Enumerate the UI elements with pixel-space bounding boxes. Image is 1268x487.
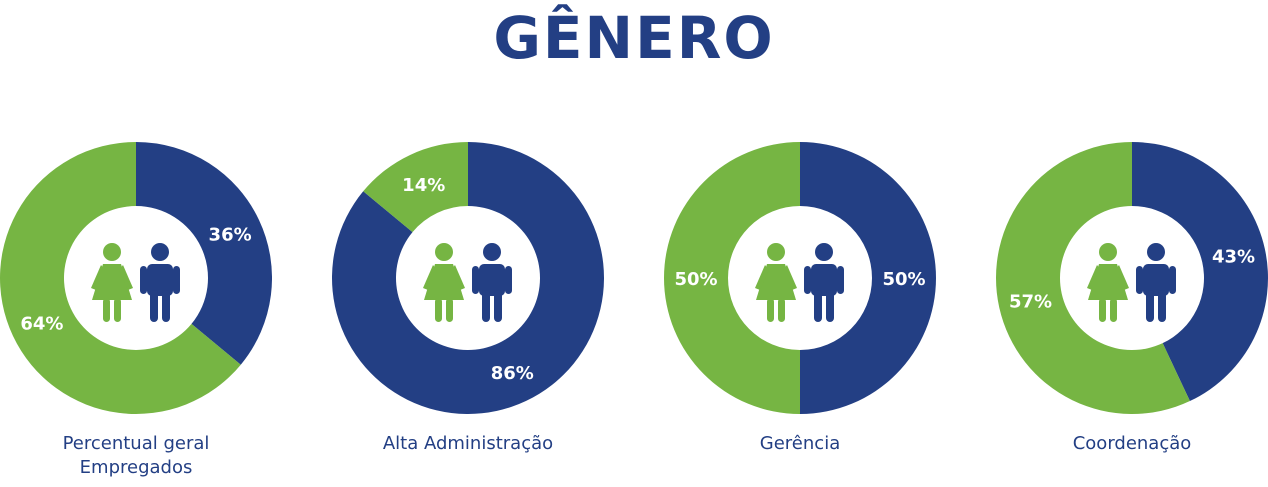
female-slice (996, 142, 1190, 414)
man-icon (472, 243, 512, 322)
male-slice (136, 142, 272, 365)
donut-svg: 43% 57% (996, 142, 1268, 414)
donut-chart: 43% 57% Coordenação (996, 142, 1268, 454)
donut-svg: 50% 50% (664, 142, 936, 414)
female-value-label: 14% (402, 175, 445, 196)
woman-icon (91, 243, 133, 322)
male-slice (800, 142, 936, 414)
caption-line: Empregados (79, 457, 193, 478)
chart-caption: Gerência (664, 432, 936, 456)
male-value-label: 50% (882, 269, 925, 290)
male-value-label: 86% (491, 363, 534, 384)
male-slice (1132, 142, 1268, 402)
chart-caption: Coordenação (996, 432, 1268, 456)
donut-chart: 36% 64% Percentual geral Empregados (0, 142, 272, 478)
woman-icon (423, 243, 465, 322)
female-slice (0, 142, 241, 414)
chart-caption: Alta Administração (332, 432, 604, 456)
man-icon (140, 243, 180, 322)
female-value-label: 50% (674, 269, 717, 290)
man-icon (1136, 243, 1176, 322)
caption-line: Alta Administração (382, 433, 554, 454)
female-slice (363, 142, 468, 233)
male-value-label: 36% (209, 225, 252, 246)
male-value-label: 43% (1212, 246, 1255, 267)
female-slice (664, 142, 800, 414)
female-value-label: 64% (20, 313, 63, 334)
man-icon (804, 243, 844, 322)
donut-chart: 86% 14% Alta Administração (332, 142, 604, 454)
woman-icon (1087, 243, 1129, 322)
donut-svg: 36% 64% (0, 142, 272, 414)
woman-icon (755, 243, 797, 322)
caption-line: Percentual geral (62, 433, 210, 454)
caption-line: Coordenação (1072, 433, 1192, 454)
chart-caption: Percentual geral Empregados (0, 432, 272, 480)
donut-svg: 86% 14% (332, 142, 604, 414)
female-value-label: 57% (1009, 292, 1052, 313)
male-slice (332, 142, 604, 414)
page-title: GÊNERO (493, 4, 775, 72)
caption-line: Gerência (759, 433, 841, 454)
donut-chart: 50% 50% Gerência (664, 142, 936, 454)
